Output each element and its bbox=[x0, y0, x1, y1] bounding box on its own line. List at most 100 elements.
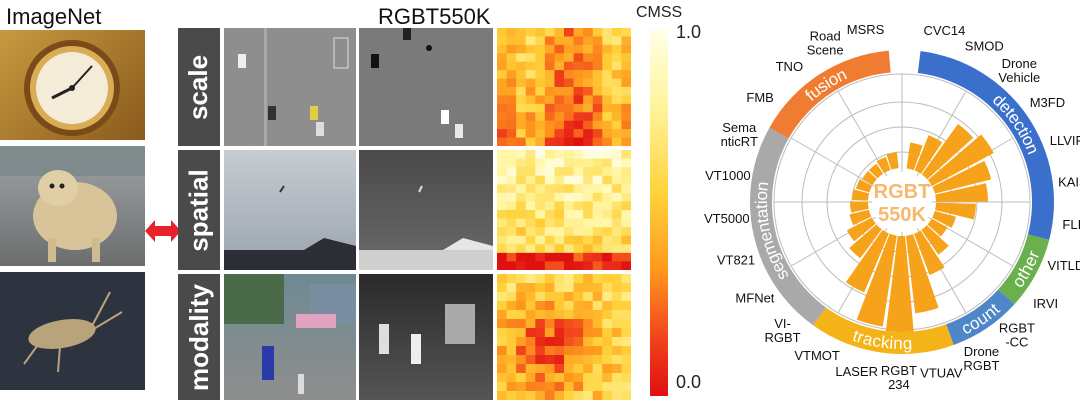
heatmap-cell bbox=[583, 36, 594, 46]
heatmap-cell bbox=[497, 261, 508, 270]
heatmap-cell bbox=[583, 210, 594, 220]
heatmap-cell bbox=[525, 103, 536, 113]
heatmap-cell bbox=[544, 103, 555, 113]
dataset-wheel: detectionothercounttrackingsegmentationf… bbox=[704, 22, 1080, 392]
heatmap-cell bbox=[583, 150, 594, 160]
heatmap-cell bbox=[506, 346, 517, 356]
heatmap-cell bbox=[544, 87, 555, 96]
heatmap-cell bbox=[535, 192, 546, 202]
heatmap-cell bbox=[497, 274, 508, 284]
heatmap-cell bbox=[583, 87, 594, 96]
imagenet-beetle-image bbox=[0, 272, 145, 390]
heatmap-cell bbox=[535, 70, 546, 80]
heatmap-cell bbox=[506, 167, 517, 177]
heatmap-cell bbox=[554, 129, 565, 139]
heatmap-cell bbox=[497, 129, 508, 139]
dataset-label: KAIST bbox=[1058, 174, 1080, 189]
heatmap-cell bbox=[535, 391, 546, 400]
heatmap-cell bbox=[592, 112, 603, 122]
heatmap-cell bbox=[535, 382, 546, 392]
wheel-center-line2: 550K bbox=[878, 204, 926, 226]
wheel-bar bbox=[850, 201, 869, 213]
heatmap-cell bbox=[621, 78, 631, 88]
heatmap-cell bbox=[516, 87, 527, 96]
heatmap-cell bbox=[611, 192, 622, 202]
heatmap-cell bbox=[497, 95, 508, 105]
heatmap-cell bbox=[592, 382, 603, 392]
heatmap-cell bbox=[497, 337, 508, 347]
heatmap-cell bbox=[602, 36, 613, 46]
heatmap-cell bbox=[592, 103, 603, 113]
heatmap-cell bbox=[525, 391, 536, 400]
scale-heatmap bbox=[497, 28, 631, 146]
heatmap-cell bbox=[611, 36, 622, 46]
heatmap-cell bbox=[497, 36, 508, 46]
heatmap-cell bbox=[573, 87, 584, 96]
heatmap-cell bbox=[497, 210, 508, 220]
heatmap-cell bbox=[497, 112, 508, 122]
dataset-label: MFNet bbox=[735, 291, 774, 306]
heatmap-cell bbox=[564, 175, 575, 185]
heatmap-cell bbox=[544, 112, 555, 122]
heatmap-cell bbox=[544, 319, 555, 329]
heatmap-cell bbox=[554, 120, 565, 130]
dataset-label: Sema nticRT bbox=[721, 120, 758, 149]
heatmap-cell bbox=[583, 103, 594, 113]
heatmap-cell bbox=[506, 210, 517, 220]
heatmap-cell bbox=[602, 28, 613, 37]
wheel-center-disc bbox=[872, 172, 932, 232]
heatmap-cell bbox=[544, 382, 555, 392]
heatmap-cell bbox=[564, 158, 575, 168]
heatmap-cell bbox=[544, 36, 555, 46]
heatmap-cell bbox=[602, 364, 613, 374]
heatmap-cell bbox=[621, 274, 631, 284]
spatial-rgb-image bbox=[224, 150, 356, 270]
heatmap-cell bbox=[564, 346, 575, 356]
heatmap-cell bbox=[525, 192, 536, 202]
heatmap-cell bbox=[544, 61, 555, 71]
heatmap-cell bbox=[544, 391, 555, 400]
heatmap-cell bbox=[554, 36, 565, 46]
heatmap-cell bbox=[497, 28, 508, 37]
heatmap-cell bbox=[544, 310, 555, 320]
heatmap-cell bbox=[535, 61, 546, 71]
heatmap-cell bbox=[516, 274, 527, 284]
heatmap-cell bbox=[525, 36, 536, 46]
heatmap-cell bbox=[535, 158, 546, 168]
imagenet-clock-image bbox=[0, 30, 145, 140]
heatmap-cell bbox=[611, 70, 622, 80]
heatmap-cell bbox=[611, 274, 622, 284]
heatmap-cell bbox=[621, 328, 631, 338]
heatmap-cell bbox=[592, 235, 603, 245]
heatmap-cell bbox=[525, 44, 536, 54]
heatmap-cell bbox=[611, 61, 622, 71]
dataset-label: Road Scene bbox=[807, 29, 844, 58]
heatmap-cell bbox=[564, 319, 575, 329]
heatmap-cell bbox=[535, 95, 546, 105]
heatmap-cell bbox=[592, 210, 603, 220]
dataset-label: IRVI bbox=[1033, 296, 1058, 311]
dataset-label: VT1000 bbox=[705, 168, 751, 183]
heatmap-cell bbox=[564, 150, 575, 160]
heatmap-cell bbox=[497, 328, 508, 338]
heatmap-cell bbox=[554, 167, 565, 177]
heatmap-cell bbox=[611, 391, 622, 400]
heatmap-cell bbox=[544, 210, 555, 220]
wheel-bar bbox=[855, 179, 873, 193]
heatmap-cell bbox=[564, 167, 575, 177]
heatmap-cell bbox=[554, 283, 565, 293]
heatmap-cell bbox=[573, 382, 584, 392]
heatmap-cell bbox=[535, 328, 546, 338]
heatmap-cell bbox=[554, 292, 565, 302]
heatmap-cell bbox=[621, 210, 631, 220]
heatmap-cell bbox=[506, 44, 517, 54]
heatmap-cell bbox=[516, 244, 527, 254]
heatmap-cell bbox=[602, 175, 613, 185]
heatmap-cell bbox=[602, 337, 613, 347]
heatmap-cell bbox=[554, 112, 565, 122]
scale-thermal-image bbox=[359, 28, 493, 146]
heatmap-cell bbox=[621, 175, 631, 185]
heatmap-cell bbox=[554, 103, 565, 113]
heatmap-cell bbox=[497, 218, 508, 228]
heatmap-cell bbox=[516, 53, 527, 63]
